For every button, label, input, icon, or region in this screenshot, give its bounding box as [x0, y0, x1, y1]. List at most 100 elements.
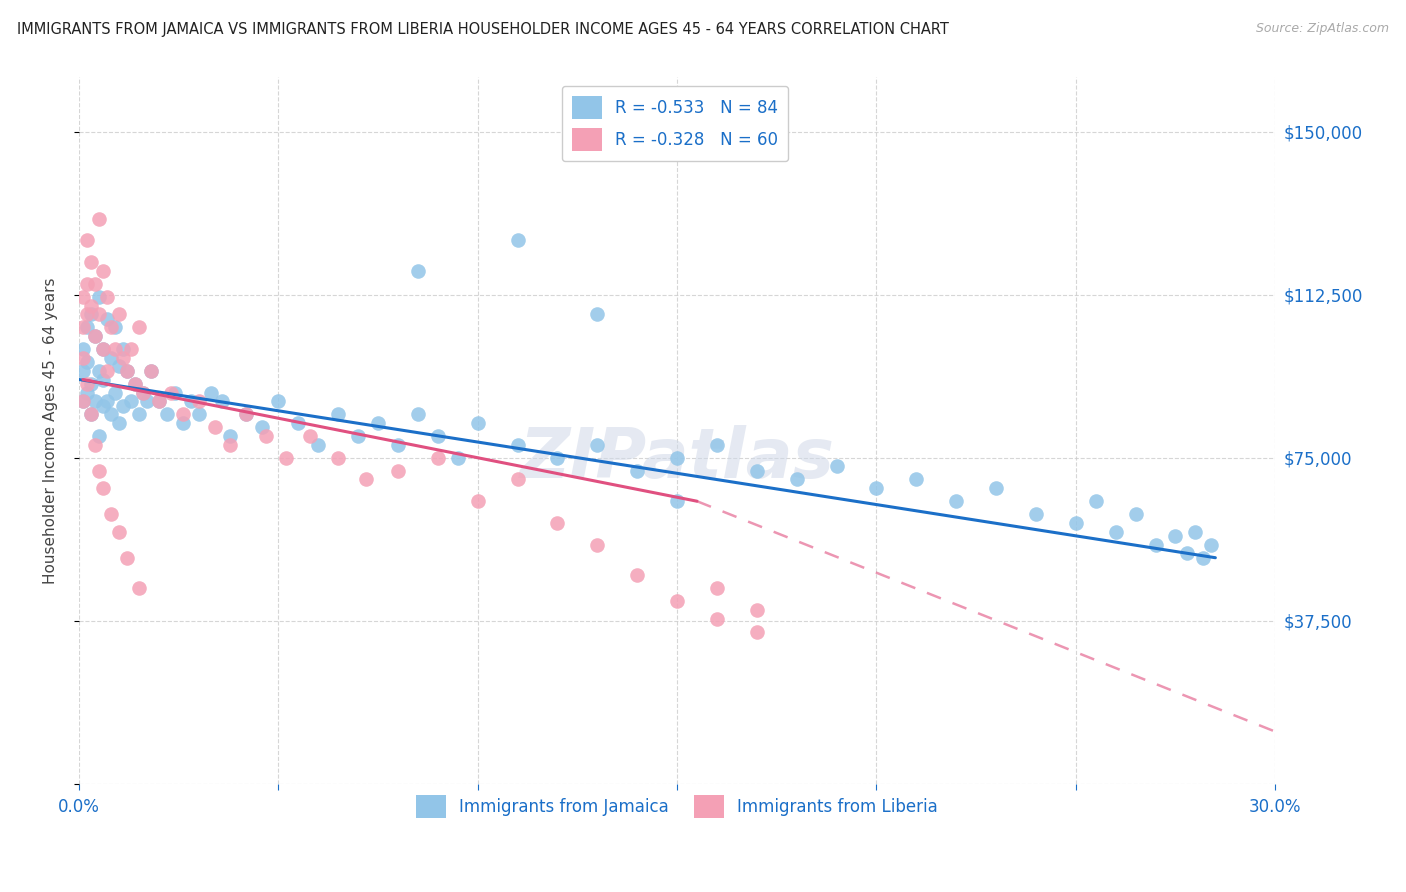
- Point: [666, 594, 689, 608]
- Point: [1164, 529, 1187, 543]
- Point: [87, 364, 110, 378]
- Point: [387, 438, 409, 452]
- Point: [467, 416, 489, 430]
- Point: [91, 264, 114, 278]
- Point: [163, 385, 186, 400]
- Point: [706, 438, 728, 452]
- Point: [124, 376, 146, 391]
- Point: [83, 438, 105, 452]
- Point: [76, 277, 98, 291]
- Point: [100, 508, 122, 522]
- Point: [76, 355, 98, 369]
- Point: [108, 307, 131, 321]
- Point: [80, 255, 103, 269]
- Point: [586, 438, 609, 452]
- Point: [666, 450, 689, 465]
- Point: [1105, 524, 1128, 539]
- Legend: Immigrants from Jamaica, Immigrants from Liberia: Immigrants from Jamaica, Immigrants from…: [409, 788, 945, 825]
- Point: [80, 407, 103, 421]
- Point: [104, 385, 127, 400]
- Point: [72, 320, 94, 334]
- Point: [76, 234, 98, 248]
- Point: [187, 407, 209, 421]
- Point: [219, 438, 242, 452]
- Point: [124, 376, 146, 391]
- Point: [76, 320, 98, 334]
- Point: [276, 450, 298, 465]
- Point: [267, 394, 290, 409]
- Point: [745, 603, 768, 617]
- Point: [252, 420, 274, 434]
- Point: [135, 394, 157, 409]
- Point: [100, 407, 122, 421]
- Point: [1125, 508, 1147, 522]
- Point: [96, 364, 118, 378]
- Point: [745, 624, 768, 639]
- Point: [115, 550, 138, 565]
- Point: [80, 376, 103, 391]
- Point: [945, 494, 967, 508]
- Point: [139, 364, 162, 378]
- Point: [111, 351, 134, 365]
- Point: [219, 429, 242, 443]
- Point: [745, 464, 768, 478]
- Point: [128, 407, 150, 421]
- Point: [254, 429, 277, 443]
- Point: [467, 494, 489, 508]
- Point: [132, 385, 155, 400]
- Point: [111, 399, 134, 413]
- Point: [96, 394, 118, 409]
- Point: [72, 394, 94, 409]
- Point: [506, 234, 529, 248]
- Point: [1064, 516, 1087, 530]
- Point: [91, 342, 114, 356]
- Point: [76, 385, 98, 400]
- Point: [387, 464, 409, 478]
- Point: [111, 342, 134, 356]
- Point: [100, 351, 122, 365]
- Point: [120, 394, 142, 409]
- Point: [1084, 494, 1107, 508]
- Point: [108, 416, 131, 430]
- Point: [115, 364, 138, 378]
- Point: [426, 450, 449, 465]
- Point: [1025, 508, 1047, 522]
- Point: [235, 407, 257, 421]
- Point: [354, 473, 377, 487]
- Text: ZIPatlas: ZIPatlas: [520, 425, 835, 492]
- Point: [108, 524, 131, 539]
- Point: [825, 459, 848, 474]
- Point: [326, 450, 349, 465]
- Point: [83, 277, 105, 291]
- Point: [87, 464, 110, 478]
- Point: [83, 329, 105, 343]
- Point: [204, 420, 226, 434]
- Point: [72, 364, 94, 378]
- Point: [666, 494, 689, 508]
- Point: [984, 481, 1007, 495]
- Point: [100, 320, 122, 334]
- Point: [128, 320, 150, 334]
- Point: [104, 320, 127, 334]
- Point: [91, 372, 114, 386]
- Point: [447, 450, 470, 465]
- Point: [235, 407, 257, 421]
- Point: [586, 307, 609, 321]
- Y-axis label: Householder Income Ages 45 - 64 years: Householder Income Ages 45 - 64 years: [44, 277, 58, 584]
- Point: [72, 290, 94, 304]
- Point: [287, 416, 309, 430]
- Point: [1201, 538, 1223, 552]
- Point: [159, 385, 181, 400]
- Point: [786, 473, 808, 487]
- Point: [626, 568, 648, 582]
- Point: [426, 429, 449, 443]
- Point: [406, 264, 429, 278]
- Point: [299, 429, 322, 443]
- Point: [108, 359, 131, 374]
- Point: [80, 299, 103, 313]
- Point: [905, 473, 928, 487]
- Point: [211, 394, 233, 409]
- Point: [80, 407, 103, 421]
- Point: [76, 376, 98, 391]
- Point: [506, 438, 529, 452]
